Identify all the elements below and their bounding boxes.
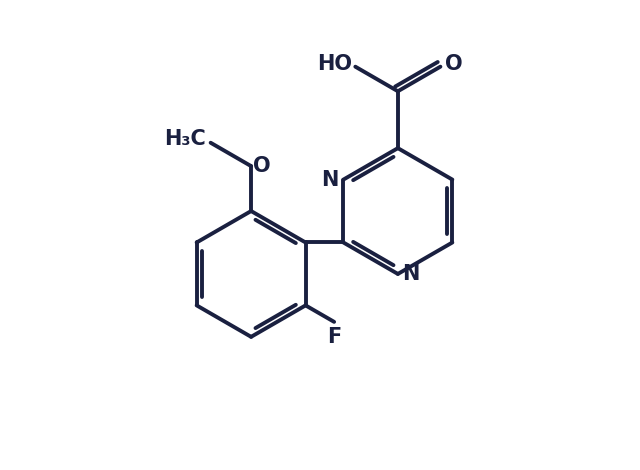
Text: F: F xyxy=(328,327,342,347)
Text: HO: HO xyxy=(317,54,352,74)
Text: N: N xyxy=(321,170,339,189)
Text: H₃C: H₃C xyxy=(164,129,206,149)
Text: O: O xyxy=(253,156,271,176)
Text: N: N xyxy=(403,264,420,284)
Text: O: O xyxy=(445,54,462,74)
